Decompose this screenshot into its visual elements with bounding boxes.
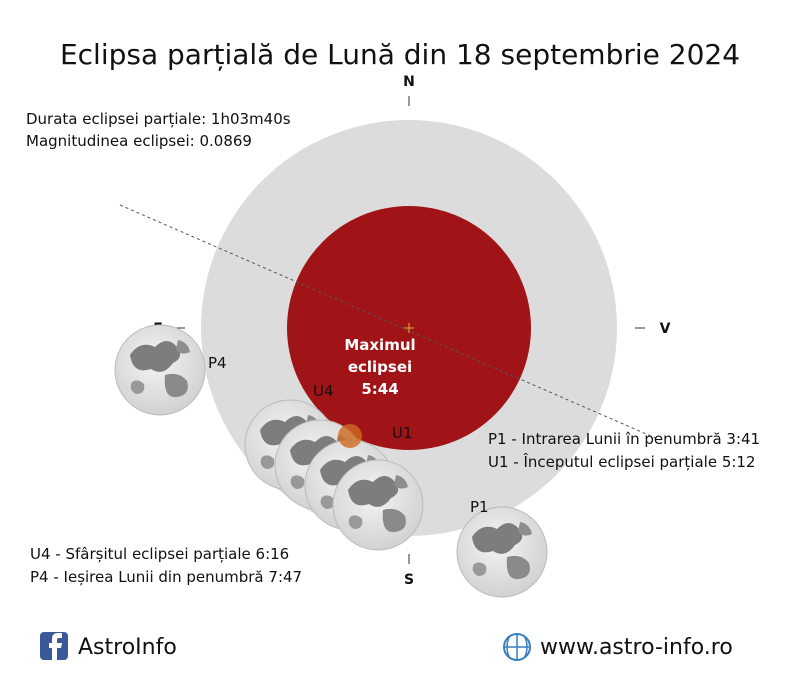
moon-u1 [332,459,424,551]
moon-path [119,204,661,441]
website: www.astro-info.ro [540,635,733,660]
maximum-label: eclipsei [348,358,412,376]
info-line: Durata eclipsei parțiale: 1h03m40s [26,110,291,128]
compass-label: V [660,321,671,337]
moon-p1 [456,506,548,598]
compass-label: S [404,572,414,588]
legend-line: P4 - Ieșirea Lunii din penumbră 7:47 [30,568,302,586]
moon-label: P4 [208,354,227,372]
center-mark [404,323,414,333]
eclipsed-edge [338,424,362,448]
maximum-label: Maximul [344,336,415,354]
legend-line: U1 - Începutul eclipsei parțiale 5:12 [488,452,756,471]
legend-line: U4 - Sfârșitul eclipsei parțiale 6:16 [30,545,289,563]
compass-label: N [403,74,415,90]
web-icon-lines [504,634,530,660]
info-line: Magnitudinea eclipsei: 0.0869 [26,132,252,150]
facebook-name: AstroInfo [78,635,177,660]
legend-line: P1 - Intrarea Lunii în penumbră 3:41 [488,430,760,448]
moon-label: P1 [470,498,489,516]
moon-label: U1 [392,424,413,442]
title: Eclipsa parțială de Lună din 18 septembr… [60,38,740,71]
moon-label: U4 [313,382,334,400]
facebook-glyph [49,633,62,660]
moon-p4 [114,324,206,416]
maximum-label: 5:44 [361,380,398,398]
